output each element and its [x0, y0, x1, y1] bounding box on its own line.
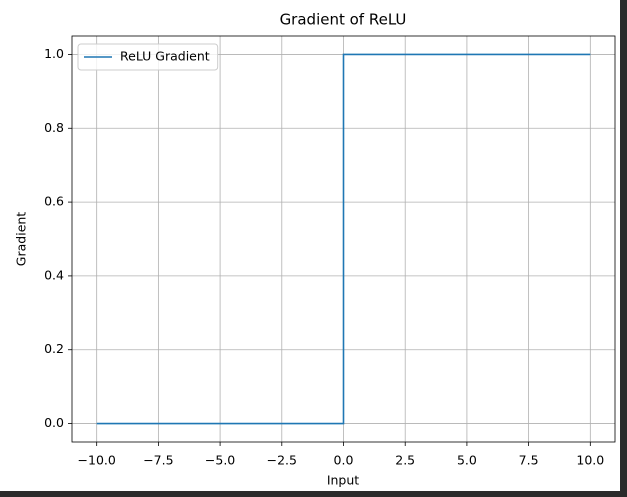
y-tick-label: 0.6 [44, 194, 64, 209]
x-tick-label: −5.0 [205, 453, 235, 468]
x-tick-label: −10.0 [78, 453, 116, 468]
x-tick-label: 2.5 [395, 453, 415, 468]
chart-title: Gradient of ReLU [280, 11, 407, 29]
y-tick-label: 0.0 [44, 415, 64, 430]
data-line [96, 53, 591, 425]
x-tick-label: 7.5 [519, 453, 539, 468]
y-tick-label: 1.0 [44, 46, 64, 61]
axes-frame [71, 35, 616, 443]
y-tick-label: 0.2 [44, 341, 64, 356]
y-tick-label: 0.8 [44, 120, 64, 135]
legend-box [77, 43, 219, 71]
x-tick-label: 5.0 [457, 453, 477, 468]
x-tick-label: −7.5 [143, 453, 173, 468]
y-tick-label: 0.4 [44, 267, 64, 282]
legend-label: ReLU Gradient [120, 49, 210, 64]
x-tick-label: 0.0 [334, 453, 354, 468]
x-axis-label: Input [327, 473, 359, 488]
figure-background [0, 0, 620, 491]
x-tick-label: 10.0 [576, 453, 604, 468]
x-tick-label: −2.5 [267, 453, 297, 468]
y-axis-label: Gradient [14, 212, 29, 267]
